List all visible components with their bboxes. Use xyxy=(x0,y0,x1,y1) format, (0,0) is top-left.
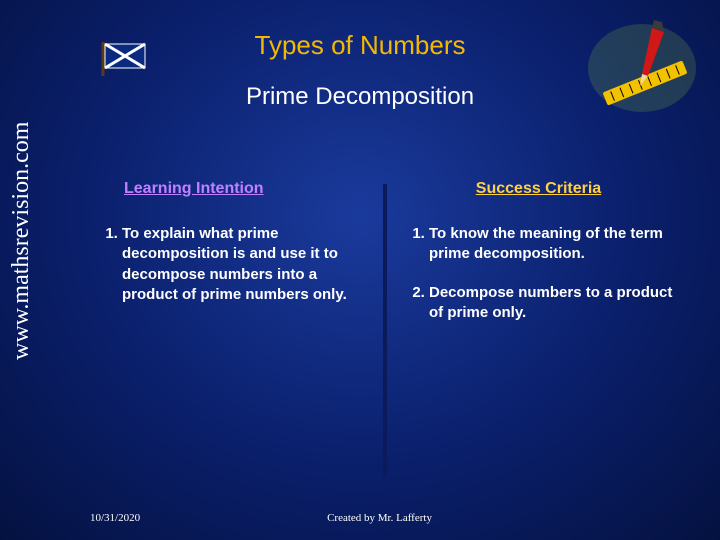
left-heading: Learning Intention xyxy=(94,180,369,198)
side-url: www.mathsrevision.com xyxy=(8,122,35,360)
left-column: Learning Intention To explain what prime… xyxy=(80,180,383,480)
right-column: Success Criteria To know the meaning of … xyxy=(387,180,690,480)
footer-credit: Created by Mr. Lafferty xyxy=(327,512,432,524)
scotland-flag-icon xyxy=(100,40,150,76)
footer: 10/31/2020 Created by Mr. Lafferty xyxy=(90,512,690,524)
list-item: To explain what prime decomposition is a… xyxy=(122,224,369,305)
list-item: To know the meaning of the term prime de… xyxy=(429,224,676,265)
list-item: Decompose numbers to a product of prime … xyxy=(429,283,676,324)
left-list: To explain what prime decomposition is a… xyxy=(94,224,369,305)
header: Types of Numbers Prime Decomposition xyxy=(0,0,720,111)
math-tools-icon xyxy=(582,18,702,118)
right-heading: Success Criteria xyxy=(401,180,676,198)
right-list: To know the meaning of the term prime de… xyxy=(401,224,676,323)
footer-date: 10/31/2020 xyxy=(90,512,140,524)
content-area: Learning Intention To explain what prime… xyxy=(80,180,690,480)
